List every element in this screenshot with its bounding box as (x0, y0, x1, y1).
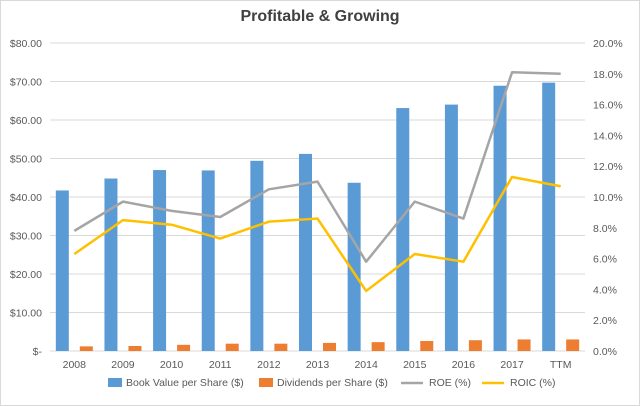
legend-label: ROIC (%) (510, 377, 556, 389)
book-value-bar (153, 170, 167, 351)
chart-title: Profitable & Growing (240, 8, 400, 25)
right-tick-label: 2.0% (593, 315, 617, 327)
book-value-bar (444, 104, 458, 351)
left-tick-label: $20.00 (10, 269, 42, 281)
right-tick-label: 4.0% (593, 284, 617, 296)
dividend-bar (79, 346, 93, 351)
left-tick-label: $40.00 (10, 192, 42, 204)
book-value-bar (542, 82, 556, 351)
legend-label: Dividends per Share ($) (277, 377, 388, 389)
bar-group (55, 82, 580, 352)
x-tick-label: 2014 (354, 359, 378, 371)
dividend-bar (323, 342, 336, 351)
left-tick-label: $70.00 (10, 77, 42, 89)
x-tick-label: 2012 (257, 359, 281, 371)
x-tick-label: 2013 (306, 359, 330, 371)
x-tick-label: TTM (550, 359, 572, 371)
legend-swatch (259, 378, 273, 387)
book-value-bar (396, 108, 410, 351)
dividend-bar (468, 340, 482, 351)
dividend-bar (177, 344, 191, 351)
x-tick-label: 2017 (500, 359, 524, 371)
x-tick-label: 2015 (403, 359, 427, 371)
roic-line (73, 175, 561, 293)
right-tick-label: 0.0% (593, 346, 617, 358)
left-tick-label: $80.00 (10, 38, 42, 50)
dividend-bar (566, 339, 580, 351)
axis-labels: $- $10.00 $20.00 $30.00 $40.00 $50.00 $60.00 $7… (10, 38, 623, 371)
x-tick-label: 2011 (209, 359, 232, 371)
right-tick-label: 16.0% (593, 100, 623, 112)
dividend-bar (517, 339, 531, 351)
legend-swatch (108, 378, 122, 387)
dividend-bar (420, 340, 434, 351)
dividend-bar (371, 342, 385, 351)
book-value-bar (55, 190, 69, 351)
left-tick-label: $10.00 (10, 308, 42, 320)
book-value-bar (250, 160, 264, 351)
book-value-bar (299, 153, 312, 351)
right-tick-label: 10.0% (593, 192, 623, 204)
line-group (73, 71, 561, 293)
legend: Book Value per Share ($) Dividends per Sh… (108, 377, 556, 389)
book-value-bar (493, 85, 507, 352)
legend-label: Book Value per Share ($) (126, 377, 244, 389)
legend-label: ROE (%) (429, 377, 471, 389)
right-tick-label: 6.0% (593, 254, 617, 266)
x-tick-label: 2016 (452, 359, 476, 371)
dividend-bar (274, 343, 288, 351)
dividend-bar (128, 345, 142, 351)
x-tick-label: 2010 (160, 359, 184, 371)
left-tick-label: $30.00 (10, 231, 42, 243)
right-tick-label: 12.0% (593, 161, 623, 173)
left-tick-label: $- (33, 346, 43, 358)
right-tick-label: 14.0% (593, 130, 623, 142)
right-tick-label: 8.0% (593, 223, 617, 235)
right-tick-label: 20.0% (593, 38, 623, 50)
book-value-bar (201, 170, 215, 351)
book-value-bar (104, 178, 118, 351)
left-tick-label: $60.00 (10, 115, 42, 127)
left-tick-label: $50.00 (10, 154, 42, 166)
x-tick-label: 2008 (63, 359, 87, 371)
dividend-bar (225, 343, 239, 351)
roe-line (73, 71, 561, 263)
x-tick-label: 2009 (111, 359, 135, 371)
book-value-bar (347, 182, 361, 351)
right-tick-label: 18.0% (593, 69, 623, 81)
